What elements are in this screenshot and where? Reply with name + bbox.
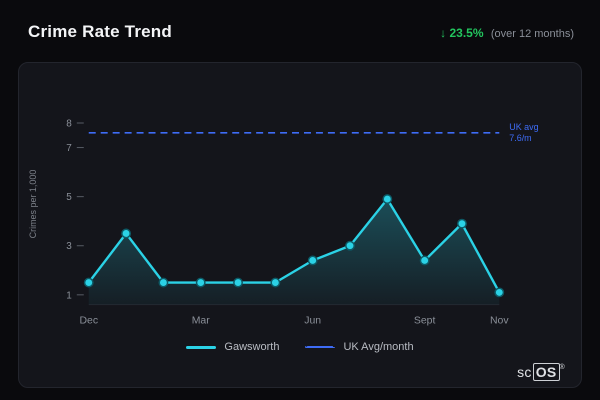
data-point[interactable] bbox=[158, 277, 169, 288]
y-tick-label: 8 bbox=[66, 118, 72, 129]
chart-legend: Gawsworth UK Avg/month bbox=[19, 341, 581, 353]
trend-indicator: ↓ 23.5% (over 12 months) bbox=[440, 26, 574, 40]
y-tick-label: 1 bbox=[66, 290, 72, 301]
legend-item-uk-avg[interactable]: UK Avg/month bbox=[305, 341, 414, 353]
chart-card: 1 3 5 7 8 Dec Mar Jun Sept Nov Crimes per 1,000 UK … bbox=[18, 62, 582, 388]
page-title: Crime Rate Trend bbox=[28, 22, 172, 41]
header: Crime Rate Trend ↓ 23.5% (over 12 months… bbox=[28, 22, 574, 42]
brand-box: OS bbox=[532, 363, 560, 381]
x-tick-label: Jun bbox=[304, 316, 321, 327]
legend-item-gawsworth[interactable]: Gawsworth bbox=[186, 341, 279, 353]
legend-label-uk-avg: UK Avg/month bbox=[343, 341, 414, 353]
area-fill bbox=[88, 199, 500, 305]
data-point[interactable] bbox=[419, 255, 430, 266]
y-tick-label: 3 bbox=[66, 241, 72, 252]
gawsworth-line bbox=[87, 197, 501, 294]
y-axis-title: Crimes per 1,000 bbox=[28, 170, 38, 239]
uk-avg-label: UK avg bbox=[509, 122, 538, 132]
crime-trend-chart: 1 3 5 7 8 Dec Mar Jun Sept Nov Crimes per 1,000 UK … bbox=[28, 118, 539, 327]
gawsworth-line-swatch bbox=[186, 345, 217, 349]
x-tick-label: Dec bbox=[79, 316, 98, 327]
trend-down-arrow-icon: ↓ bbox=[440, 26, 447, 40]
data-point[interactable] bbox=[195, 277, 206, 288]
x-tick-label: Sept bbox=[414, 316, 436, 327]
data-point[interactable] bbox=[307, 255, 318, 266]
brand-prefix: sc bbox=[517, 364, 532, 380]
data-point[interactable] bbox=[270, 277, 281, 288]
y-tick-label: 5 bbox=[66, 192, 72, 203]
registered-mark: ® bbox=[559, 364, 565, 371]
data-point[interactable] bbox=[494, 287, 505, 298]
data-point[interactable] bbox=[345, 240, 355, 251]
trend-value: 23.5% bbox=[449, 26, 484, 40]
data-point[interactable] bbox=[457, 218, 467, 229]
trend-period: (over 12 months) bbox=[490, 28, 574, 40]
data-point[interactable] bbox=[233, 277, 243, 288]
legend-label-gawsworth: Gawsworth bbox=[224, 341, 280, 353]
x-tick-label: Mar bbox=[192, 316, 211, 327]
data-point[interactable] bbox=[121, 228, 132, 239]
y-tick-label: 7 bbox=[66, 143, 72, 154]
data-point[interactable] bbox=[382, 194, 393, 205]
x-tick-label: Nov bbox=[490, 316, 509, 327]
uk-avg-line-swatch bbox=[305, 346, 336, 348]
scos-logo: sc OS ® bbox=[517, 363, 565, 381]
data-point[interactable] bbox=[83, 277, 94, 288]
uk-avg-value-label: 7.6/m bbox=[509, 133, 531, 143]
